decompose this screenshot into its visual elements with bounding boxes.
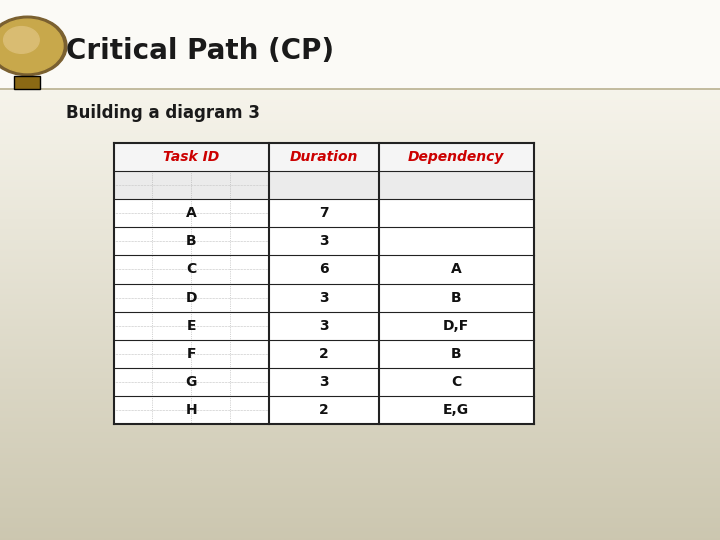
- Text: 3: 3: [319, 319, 328, 333]
- Bar: [379, 255, 534, 284]
- Text: C: C: [186, 262, 197, 276]
- Bar: [114, 368, 269, 396]
- Bar: [379, 284, 534, 312]
- Text: 3: 3: [319, 291, 328, 305]
- Text: B: B: [186, 234, 197, 248]
- Text: E: E: [186, 319, 196, 333]
- Bar: [269, 171, 379, 199]
- Bar: [269, 227, 379, 255]
- Bar: [379, 340, 534, 368]
- Text: Task ID: Task ID: [163, 150, 220, 164]
- Text: G: G: [186, 375, 197, 389]
- Bar: [114, 284, 269, 312]
- Text: 3: 3: [319, 375, 328, 389]
- Text: 7: 7: [319, 206, 328, 220]
- Text: A: A: [186, 206, 197, 220]
- Bar: [114, 396, 269, 424]
- Bar: [114, 143, 269, 171]
- Text: Critical Path (CP): Critical Path (CP): [66, 37, 334, 65]
- Bar: [269, 255, 379, 284]
- Bar: [114, 227, 269, 255]
- Bar: [114, 199, 269, 227]
- Bar: [379, 368, 534, 396]
- Bar: [379, 227, 534, 255]
- Text: B: B: [451, 291, 462, 305]
- Bar: [269, 284, 379, 312]
- Text: D,F: D,F: [443, 319, 469, 333]
- Bar: [379, 312, 534, 340]
- Bar: [269, 340, 379, 368]
- Bar: [269, 143, 379, 171]
- Text: 3: 3: [319, 234, 328, 248]
- Text: 2: 2: [319, 403, 328, 417]
- Text: 6: 6: [319, 262, 328, 276]
- Bar: [269, 312, 379, 340]
- Text: F: F: [186, 347, 196, 361]
- Text: Building a diagram 3: Building a diagram 3: [66, 104, 260, 123]
- Bar: [114, 171, 269, 199]
- Circle shape: [4, 26, 39, 53]
- Text: D: D: [186, 291, 197, 305]
- Bar: [379, 143, 534, 171]
- Bar: [269, 396, 379, 424]
- Text: Duration: Duration: [289, 150, 358, 164]
- Text: 2: 2: [319, 347, 328, 361]
- Bar: [114, 312, 269, 340]
- Circle shape: [0, 19, 63, 73]
- Circle shape: [0, 16, 67, 76]
- Bar: [379, 396, 534, 424]
- Text: E,G: E,G: [443, 403, 469, 417]
- FancyBboxPatch shape: [14, 76, 40, 89]
- Bar: [379, 171, 534, 199]
- Bar: [114, 340, 269, 368]
- Text: B: B: [451, 347, 462, 361]
- Text: Dependency: Dependency: [408, 150, 504, 164]
- Text: A: A: [451, 262, 462, 276]
- Bar: [114, 255, 269, 284]
- Bar: [269, 199, 379, 227]
- Bar: [269, 368, 379, 396]
- Text: C: C: [451, 375, 462, 389]
- Bar: [379, 199, 534, 227]
- Text: H: H: [185, 403, 197, 417]
